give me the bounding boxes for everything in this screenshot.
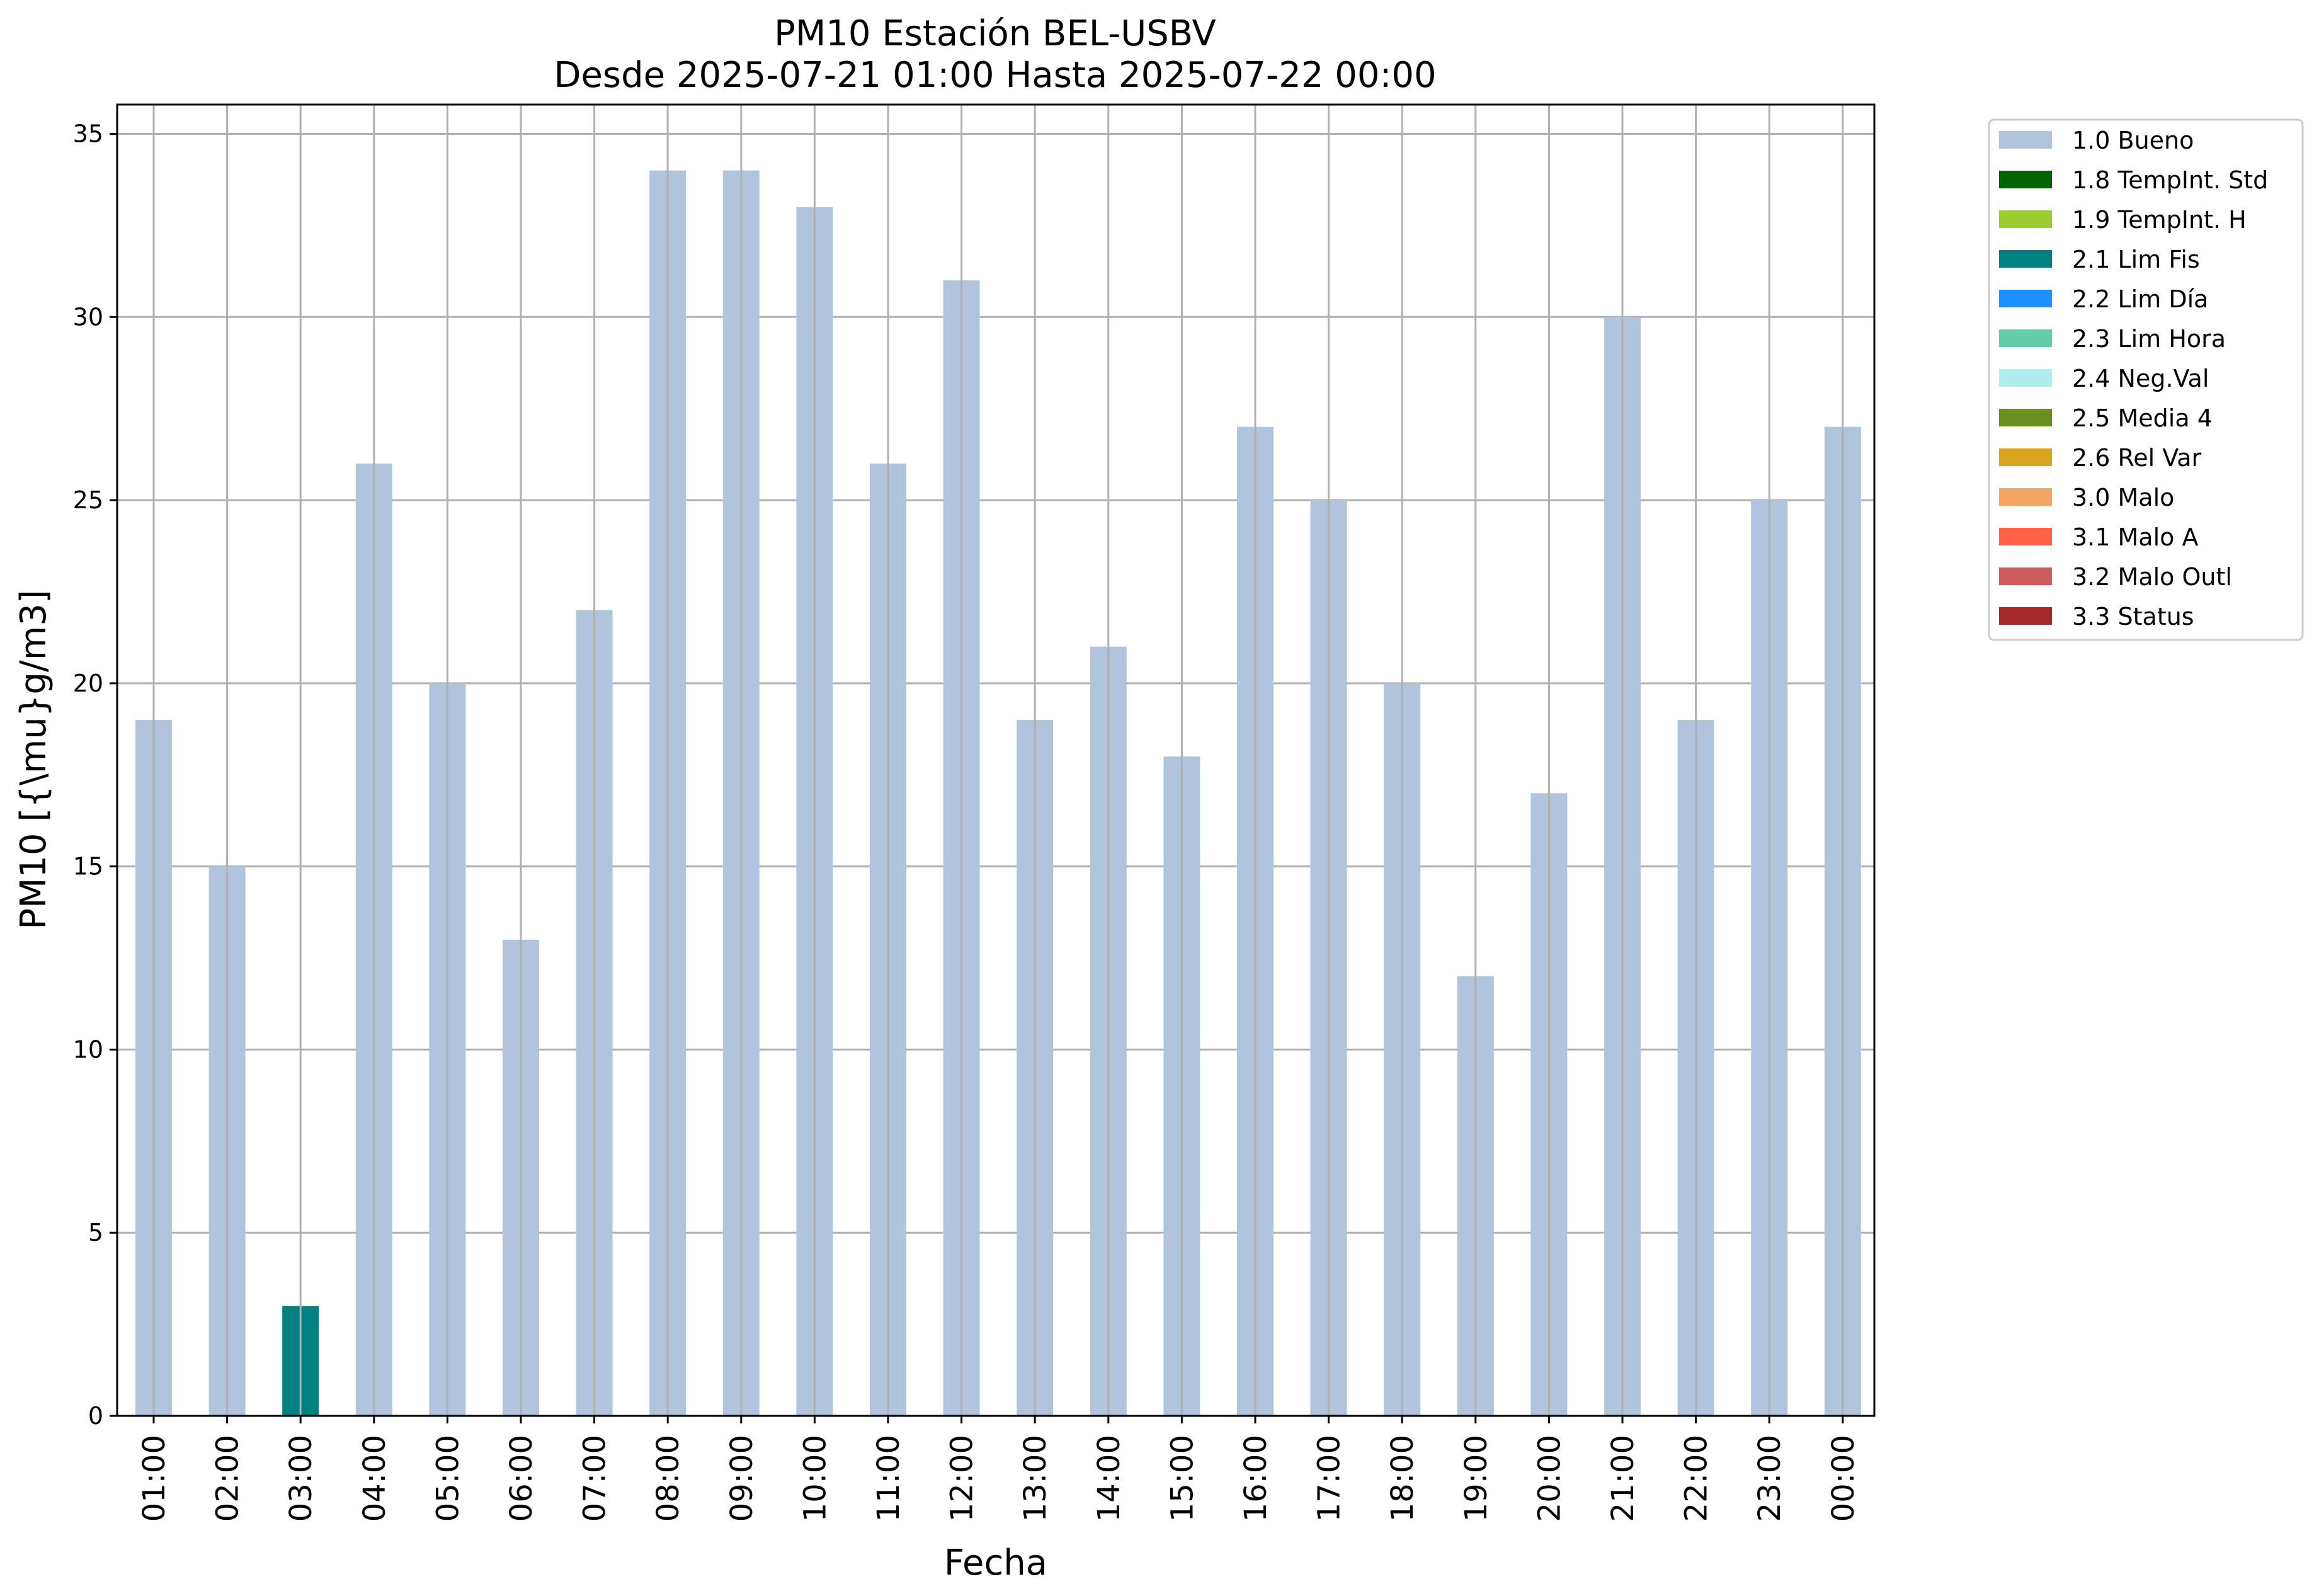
chart-title: PM10 Estación BEL-USBV [774,13,1216,54]
x-tick-label: 12:00 [945,1435,980,1522]
legend-label: 1.8 TempInt. Std [2072,166,2268,194]
legend: 1.0 Bueno 1.8 TempInt. Std 1.9 TempInt. H 2… [1988,118,2304,641]
x-axis-label: Fecha [944,1542,1047,1583]
y-tick-label: 35 [73,120,103,148]
x-tick-label: 15:00 [1165,1435,1200,1522]
x-tick-label: 06:00 [504,1435,539,1522]
x-tick-label: 01:00 [137,1435,172,1522]
legend-swatch [1999,329,2052,347]
legend-label: 3.3 Status [2072,603,2194,630]
legend-label: 1.9 TempInt. H [2072,206,2247,234]
legend-label: 2.5 Media 4 [2072,404,2213,432]
legend-label: 2.2 Lim Día [2072,285,2208,313]
grid [117,133,1874,1417]
x-tick-label: 19:00 [1459,1435,1494,1522]
plot-frame [116,103,1876,1417]
legend-swatch [1999,171,2052,188]
legend-label: 3.2 Malo Outl [2072,563,2232,591]
legend-swatch [1999,210,2052,228]
vertical-grid [152,105,1844,1416]
x-tick-label: 20:00 [1532,1435,1567,1522]
legend-swatch [1999,528,2052,545]
x-tick-label: 17:00 [1312,1435,1347,1522]
legend-swatch [1999,488,2052,506]
legend-swatch [1999,607,2052,625]
legend-swatch [1999,567,2052,585]
x-tick-label: 08:00 [651,1435,686,1522]
x-tick-label: 04:00 [357,1435,392,1522]
bars [135,170,1861,1416]
x-tick-label: 03:00 [283,1435,319,1522]
x-tick-label: 14:00 [1091,1435,1127,1522]
legend-swatch [1999,409,2052,426]
legend-swatch [1999,250,2052,268]
legend-swatch [1999,290,2052,307]
x-tick-label: 07:00 [578,1435,613,1522]
x-tick-label: 00:00 [1826,1435,1861,1522]
legend-label: 2.3 Lim Hora [2072,325,2226,353]
x-tick-label: 10:00 [797,1435,833,1522]
legend-swatch [1999,448,2052,466]
x-tick-label: 16:00 [1238,1435,1273,1522]
x-axis-ticks: 01:00 02:00 03:00 04:00 05:00 06:00 07:00 08:00… [137,1416,1861,1522]
x-tick-label: 13:00 [1018,1435,1053,1522]
chart-subtitle: Desde 2025-07-21 01:00 Hasta 2025-07-22 … [554,55,1436,96]
y-tick-label: 25 [73,486,103,514]
legend-box [1988,118,2304,641]
y-axis-label: PM10 [{\mu}g/m3] [13,590,54,930]
x-tick-label: 09:00 [724,1435,760,1522]
x-tick-label: 22:00 [1679,1435,1714,1522]
y-tick-label: 5 [88,1219,103,1246]
legend-swatch [1999,369,2052,387]
legend-label: 3.1 Malo A [2072,523,2198,551]
x-tick-label: 02:00 [210,1435,246,1522]
x-tick-label: 21:00 [1605,1435,1641,1522]
legend-label: 2.4 Neg.Val [2072,365,2209,392]
y-tick-label: 15 [73,853,103,881]
legend-label: 3.0 Malo [2072,484,2174,511]
legend-swatch [1999,131,2052,149]
legend-label: 1.0 Bueno [2072,127,2194,154]
x-tick-label: 23:00 [1752,1435,1787,1522]
x-tick-label: 11:00 [871,1435,906,1522]
y-axis-ticks: 0 5 10 15 20 25 30 35 [73,120,117,1430]
legend-label: 2.6 Rel Var [2072,444,2202,472]
y-tick-label: 10 [73,1035,103,1063]
y-tick-label: 30 [73,303,103,331]
x-tick-label: 18:00 [1385,1435,1420,1522]
y-tick-label: 20 [73,670,103,697]
legend-label: 2.1 Lim Fis [2072,246,2200,273]
x-tick-label: 05:00 [430,1435,465,1522]
y-tick-label: 0 [88,1402,103,1430]
